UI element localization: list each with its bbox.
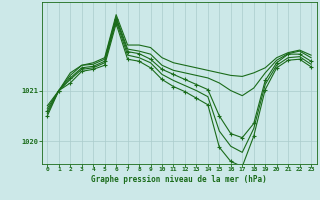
X-axis label: Graphe pression niveau de la mer (hPa): Graphe pression niveau de la mer (hPa)	[91, 175, 267, 184]
